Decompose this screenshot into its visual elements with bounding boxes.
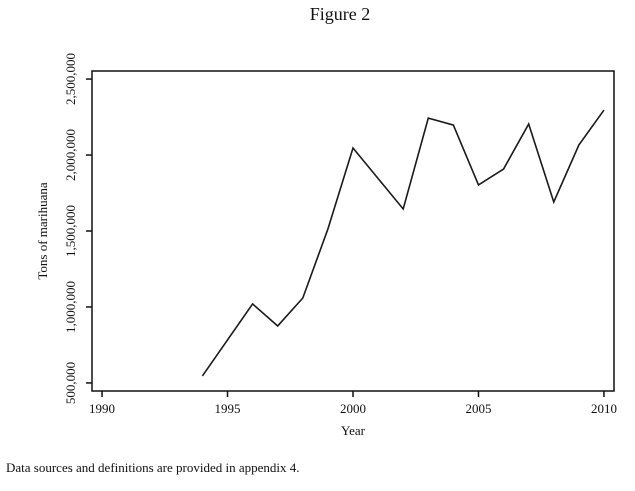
y-tick-label: 500,000 <box>63 362 78 404</box>
y-tick-label: 1,000,000 <box>63 281 78 333</box>
x-tick-label: 1995 <box>215 401 241 416</box>
chart-title: Figure 2 <box>310 4 371 24</box>
y-tick-label: 1,500,000 <box>63 205 78 257</box>
x-tick-label: 2005 <box>465 401 491 416</box>
plot-frame <box>91 70 615 392</box>
x-tick-label: 2000 <box>340 401 366 416</box>
x-tick-label: 2010 <box>591 401 617 416</box>
x-tick-label: 1990 <box>89 401 115 416</box>
y-axis-label: Tons of marihuana <box>35 182 50 280</box>
y-tick-label: 2,500,000 <box>63 53 78 105</box>
footnote: Data sources and definitions are provide… <box>6 460 300 475</box>
line-series <box>201 109 605 377</box>
x-axis-label: Year <box>341 423 366 438</box>
y-tick-label: 2,000,000 <box>63 129 78 181</box>
